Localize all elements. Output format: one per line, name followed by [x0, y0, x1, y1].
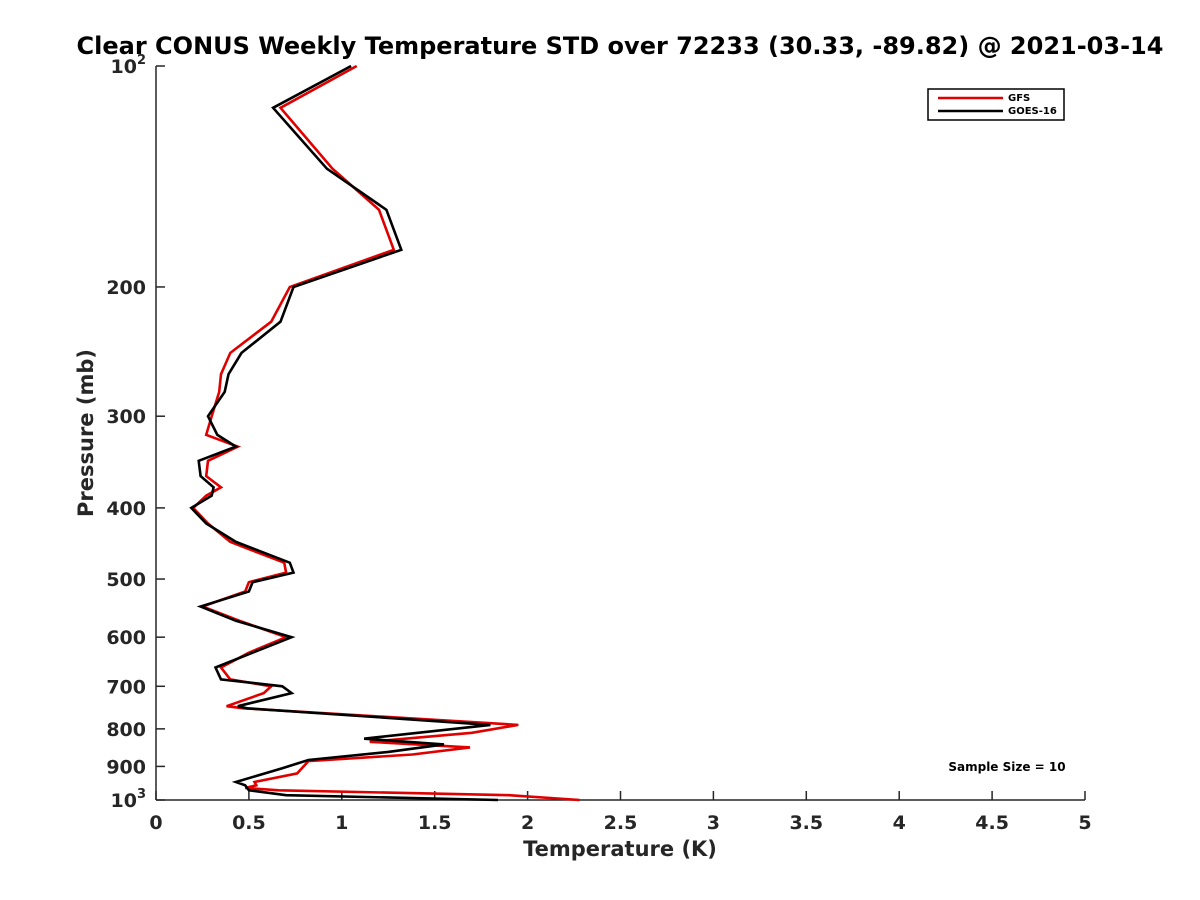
y-tick-label: 400 — [106, 498, 146, 520]
y-tick-label: 103 — [111, 787, 147, 812]
series-line-gfs — [191, 64, 580, 802]
x-tick-label: 0 — [149, 812, 162, 834]
x-tick-label: 4 — [893, 812, 906, 834]
ticks: 0 0.5 1 1.5 2 2.5 3 3.5 4 4.5 5 102 200 300 400 500 600 7… — [106, 53, 1091, 834]
axes — [155, 66, 1085, 801]
y-axis-label: Pressure (mb) — [74, 349, 98, 517]
y-tick-label: 102 — [111, 53, 147, 78]
y-tick-label: 900 — [106, 756, 146, 778]
x-tick-label: 4.5 — [975, 812, 1009, 834]
x-axis-label: Temperature (K) — [523, 837, 717, 861]
x-tick-label: 0.5 — [232, 812, 266, 834]
series-group — [189, 64, 580, 802]
x-tick-label: 2.5 — [604, 812, 638, 834]
chart-title: Clear CONUS Weekly Temperature STD over … — [77, 32, 1164, 60]
y-tick-label: 200 — [106, 277, 146, 299]
x-tick-label: 5 — [1078, 812, 1091, 834]
y-tick-label: 300 — [106, 406, 146, 428]
legend-label-goes16: GOES-16 — [1008, 106, 1057, 117]
x-tick-label: 3.5 — [789, 812, 823, 834]
sample-size-annotation: Sample Size = 10 — [948, 760, 1065, 774]
x-tick-label: 1 — [335, 812, 348, 834]
legend-box — [927, 88, 1065, 121]
x-tick-label: 2 — [521, 812, 534, 834]
y-tick-label: 600 — [106, 627, 146, 649]
legend: GFS GOES-16 — [927, 88, 1065, 121]
x-tick-label: 1.5 — [418, 812, 452, 834]
y-tick-label: 700 — [106, 676, 146, 698]
series-line-goes16 — [189, 64, 498, 802]
legend-label-gfs: GFS — [1008, 93, 1030, 104]
y-tick-label: 500 — [106, 569, 146, 591]
y-tick-label: 800 — [106, 719, 146, 741]
x-tick-label: 3 — [707, 812, 720, 834]
